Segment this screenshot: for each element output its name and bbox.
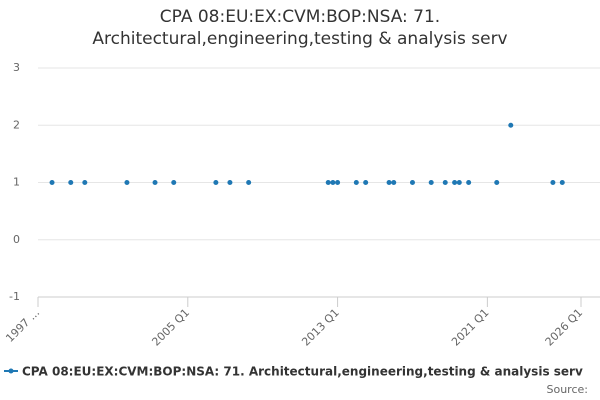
y-tick-label: 2 bbox=[13, 118, 20, 131]
legend-label: CPA 08:EU:EX:CVM:BOP:NSA: 71. Architectu… bbox=[22, 365, 583, 379]
point bbox=[452, 180, 458, 185]
point bbox=[363, 180, 369, 185]
chart-title: CPA 08:EU:EX:CVM:BOP:NSA: 71. Architectu… bbox=[92, 7, 508, 49]
point bbox=[227, 180, 233, 185]
point bbox=[246, 180, 252, 185]
point bbox=[353, 180, 359, 185]
point bbox=[508, 122, 514, 128]
point bbox=[335, 180, 341, 185]
point bbox=[49, 180, 55, 185]
point bbox=[559, 180, 565, 185]
x-tick-label: 2021 Q1 bbox=[449, 306, 492, 349]
point bbox=[494, 180, 500, 185]
point bbox=[68, 180, 74, 185]
point bbox=[330, 180, 336, 185]
point bbox=[82, 180, 88, 185]
point bbox=[428, 180, 434, 185]
point bbox=[442, 180, 448, 185]
x-tick-label: 2013 Q1 bbox=[299, 306, 342, 349]
point bbox=[124, 180, 130, 185]
legend-marker bbox=[8, 368, 14, 374]
point bbox=[386, 180, 392, 185]
point bbox=[456, 180, 462, 185]
y-tick-label: 3 bbox=[13, 61, 20, 74]
point bbox=[152, 180, 158, 185]
point bbox=[409, 180, 415, 185]
x-tick-label: 1997 ... bbox=[3, 306, 42, 345]
point bbox=[391, 180, 397, 185]
y-tick-label: 0 bbox=[13, 233, 20, 246]
point bbox=[171, 180, 177, 185]
point bbox=[550, 180, 556, 185]
point bbox=[325, 180, 331, 185]
x-tick-label: 2026 Q1 bbox=[543, 306, 586, 349]
y-tick-label: -1 bbox=[9, 290, 20, 303]
y-tick-label: 1 bbox=[13, 176, 20, 189]
x-tick-label: 2005 Q1 bbox=[149, 306, 192, 349]
source: Source: bbox=[547, 383, 589, 396]
point bbox=[466, 180, 472, 185]
point bbox=[213, 180, 219, 185]
